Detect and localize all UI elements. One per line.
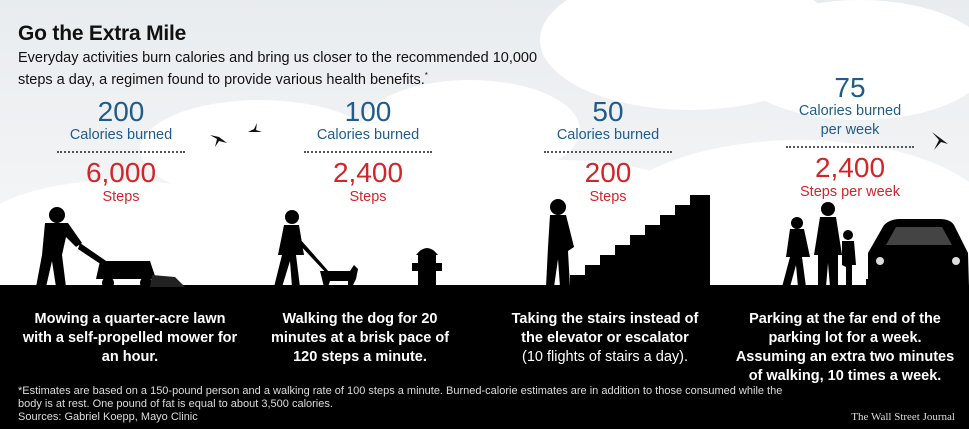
activity-description: Walking the dog for 20 minutes at a bris… <box>270 311 450 365</box>
calories-label: Calories burned per week <box>798 103 902 138</box>
car-windshield <box>886 227 952 245</box>
calories-label: Calories burned <box>316 127 420 143</box>
stat-stairs: 50 Calories burned 200 Steps <box>533 98 683 207</box>
silhouette-strip <box>36 195 969 289</box>
bird-icon <box>210 135 227 147</box>
walking-family-icon <box>782 202 856 287</box>
page-subtitle: Everyday activities burn calories and br… <box>18 50 538 88</box>
steps-label: Steps <box>589 189 627 205</box>
dotted-divider <box>544 151 672 153</box>
bird-icon <box>248 123 262 132</box>
steps-value: 2,400 <box>332 157 404 188</box>
calories-value: 50 <box>592 96 624 127</box>
sources: Sources: Gabriel Koepp, Mayo Clinic <box>18 411 198 423</box>
calories-value: 200 <box>97 96 145 127</box>
page-title: Go the Extra Mile <box>18 22 187 45</box>
steps-value: 2,400 <box>814 152 886 183</box>
calories-label: Calories burned <box>556 127 660 143</box>
footnote: *Estimates are based on a 150-pound pers… <box>18 385 783 410</box>
calories-value: 100 <box>344 96 392 127</box>
steps-label: Steps <box>349 189 387 205</box>
bird-icon <box>932 132 948 150</box>
credit: The Wall Street Journal <box>851 411 955 423</box>
activity-description: Mowing a quarter-acre lawn with a self-p… <box>22 311 238 365</box>
stairs-climber-icon <box>546 195 710 287</box>
cloud-sky-background <box>0 0 969 300</box>
fire-hydrant-icon <box>412 248 442 287</box>
stat-parking: 75 Calories burned per week 2,400 Steps … <box>775 74 925 202</box>
dotted-divider <box>786 146 914 148</box>
dog-walker-icon <box>274 210 358 287</box>
steps-label: Steps per week <box>800 184 900 200</box>
stat-mowing: 200 Calories burned 6,000 Steps <box>46 98 196 207</box>
calories-value: 75 <box>834 72 866 103</box>
calories-label: Calories burned <box>69 127 173 143</box>
dotted-divider <box>304 151 432 153</box>
lawn-mower-person-icon <box>36 207 185 289</box>
steps-value: 6,000 <box>85 157 157 188</box>
stat-dog-walking: 100 Calories burned 2,400 Steps <box>293 98 443 207</box>
dotted-divider <box>57 151 185 153</box>
steps-label: Steps <box>102 189 140 205</box>
activity-description: Parking at the far end of the parking lo… <box>735 311 955 384</box>
steps-value: 200 <box>584 157 632 188</box>
ground-band <box>0 285 969 429</box>
activity-description: Taking the stairs instead of the elevato… <box>511 311 699 365</box>
